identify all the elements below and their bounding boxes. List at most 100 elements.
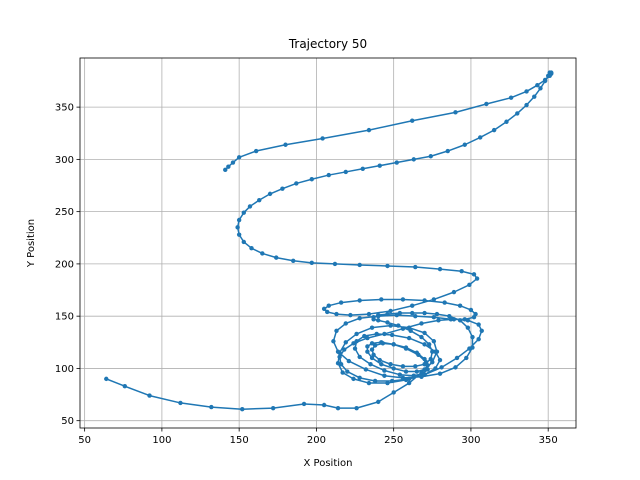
trajectory-point — [283, 142, 288, 147]
trajectory-point — [419, 334, 424, 340]
trajectory-point — [445, 148, 450, 154]
trajectory-point — [226, 164, 231, 169]
trajectory-point — [337, 354, 342, 360]
trajectory-point — [122, 383, 128, 389]
trajectory-point — [406, 335, 412, 341]
trajectory-point — [235, 225, 240, 230]
trajectory-point — [439, 365, 444, 370]
trajectory-point — [515, 111, 520, 116]
trajectory-point — [104, 376, 109, 382]
trajectory-point — [478, 135, 483, 140]
trajectory-point — [369, 347, 375, 352]
trajectory-point — [320, 136, 325, 141]
trajectory-point — [366, 311, 372, 317]
trajectory-point — [422, 362, 427, 367]
x-tick-label: 200 — [307, 435, 326, 446]
trajectory-point — [389, 378, 395, 384]
trajectory-point — [369, 325, 375, 330]
trajectory-point — [431, 339, 437, 344]
trajectory-point — [508, 95, 514, 100]
x-axis-title: X Position — [304, 458, 353, 469]
trajectory-point — [372, 343, 378, 348]
trajectory-point — [422, 356, 427, 362]
trajectory-point — [321, 402, 327, 408]
trajectory-point — [326, 172, 331, 178]
trajectory-point — [400, 297, 406, 302]
trajectory-point — [400, 375, 406, 381]
trajectory-point — [419, 374, 424, 379]
trajectory-point — [365, 344, 370, 349]
trajectory-point — [363, 367, 369, 372]
y-axis-title: Y Position — [26, 219, 37, 268]
trajectory-point — [348, 312, 353, 318]
x-tick-label: 50 — [78, 435, 91, 446]
trajectory-point — [436, 318, 441, 323]
trajectory-point — [414, 369, 420, 374]
x-tick-label: 100 — [152, 435, 171, 446]
trajectory-point — [321, 306, 327, 312]
trajectory-point — [468, 307, 474, 313]
trajectory-point — [431, 297, 437, 302]
trajectory-point — [294, 181, 299, 186]
trajectory-point — [470, 334, 475, 340]
trajectory-point — [419, 321, 424, 326]
trajectory-point — [388, 308, 393, 314]
trajectory-point — [431, 315, 437, 320]
trajectory-point — [434, 311, 440, 317]
grid-lines — [80, 58, 576, 428]
y-tick-label: 200 — [55, 259, 74, 270]
trajectory-point — [362, 333, 367, 339]
trajectory-point — [346, 358, 352, 364]
trajectory-point — [413, 313, 418, 319]
trajectory-point — [397, 310, 403, 316]
trajectory-point — [334, 328, 339, 333]
trajectory-point — [524, 89, 529, 94]
trajectory-point — [454, 355, 460, 361]
trajectory-point — [462, 142, 467, 147]
trajectory-point — [465, 325, 471, 330]
trajectory-point — [491, 127, 497, 133]
trajectory-point — [484, 101, 489, 107]
trajectory-point — [462, 317, 467, 322]
trajectory-point — [236, 217, 242, 223]
trajectory-point — [351, 341, 356, 346]
trajectory-point — [451, 317, 457, 322]
trajectory-point — [376, 313, 381, 319]
trajectory-point — [357, 375, 362, 381]
trajectory-point — [547, 73, 552, 78]
trajectory-point — [467, 282, 472, 288]
trajectory-point — [335, 349, 341, 354]
trajectory-point — [406, 380, 412, 386]
trajectory-point — [428, 356, 433, 362]
trajectory-point — [448, 317, 454, 322]
trajectory-point — [410, 303, 415, 308]
y-tick-label: 250 — [55, 207, 74, 218]
trajectory-point — [411, 373, 416, 378]
trajectory-point — [343, 169, 348, 175]
trajectory-point — [385, 380, 390, 386]
trajectory-point — [371, 352, 376, 358]
trajectory-point — [368, 362, 373, 367]
trajectory-point — [267, 191, 273, 197]
trajectory-point — [410, 118, 415, 123]
trajectory-point — [391, 342, 396, 347]
x-tick-label: 350 — [539, 435, 558, 446]
trajectory-point — [451, 289, 457, 295]
trajectory-point — [147, 393, 152, 398]
trajectory-point — [365, 335, 370, 341]
trajectory-point — [391, 390, 396, 395]
trajectory-point — [459, 269, 464, 274]
trajectory-point — [504, 119, 509, 124]
trajectory-point — [538, 86, 543, 91]
trajectory-point — [476, 322, 481, 327]
trajectory-point — [345, 369, 350, 374]
trajectory-point — [340, 370, 345, 375]
trajectory-point — [471, 272, 477, 277]
trajectory-point — [470, 345, 475, 350]
x-tick-label: 250 — [384, 435, 403, 446]
trajectory-point — [257, 197, 262, 203]
trajectory-point — [342, 347, 347, 352]
trajectory-point — [377, 357, 382, 363]
trajectory-point — [372, 378, 378, 384]
